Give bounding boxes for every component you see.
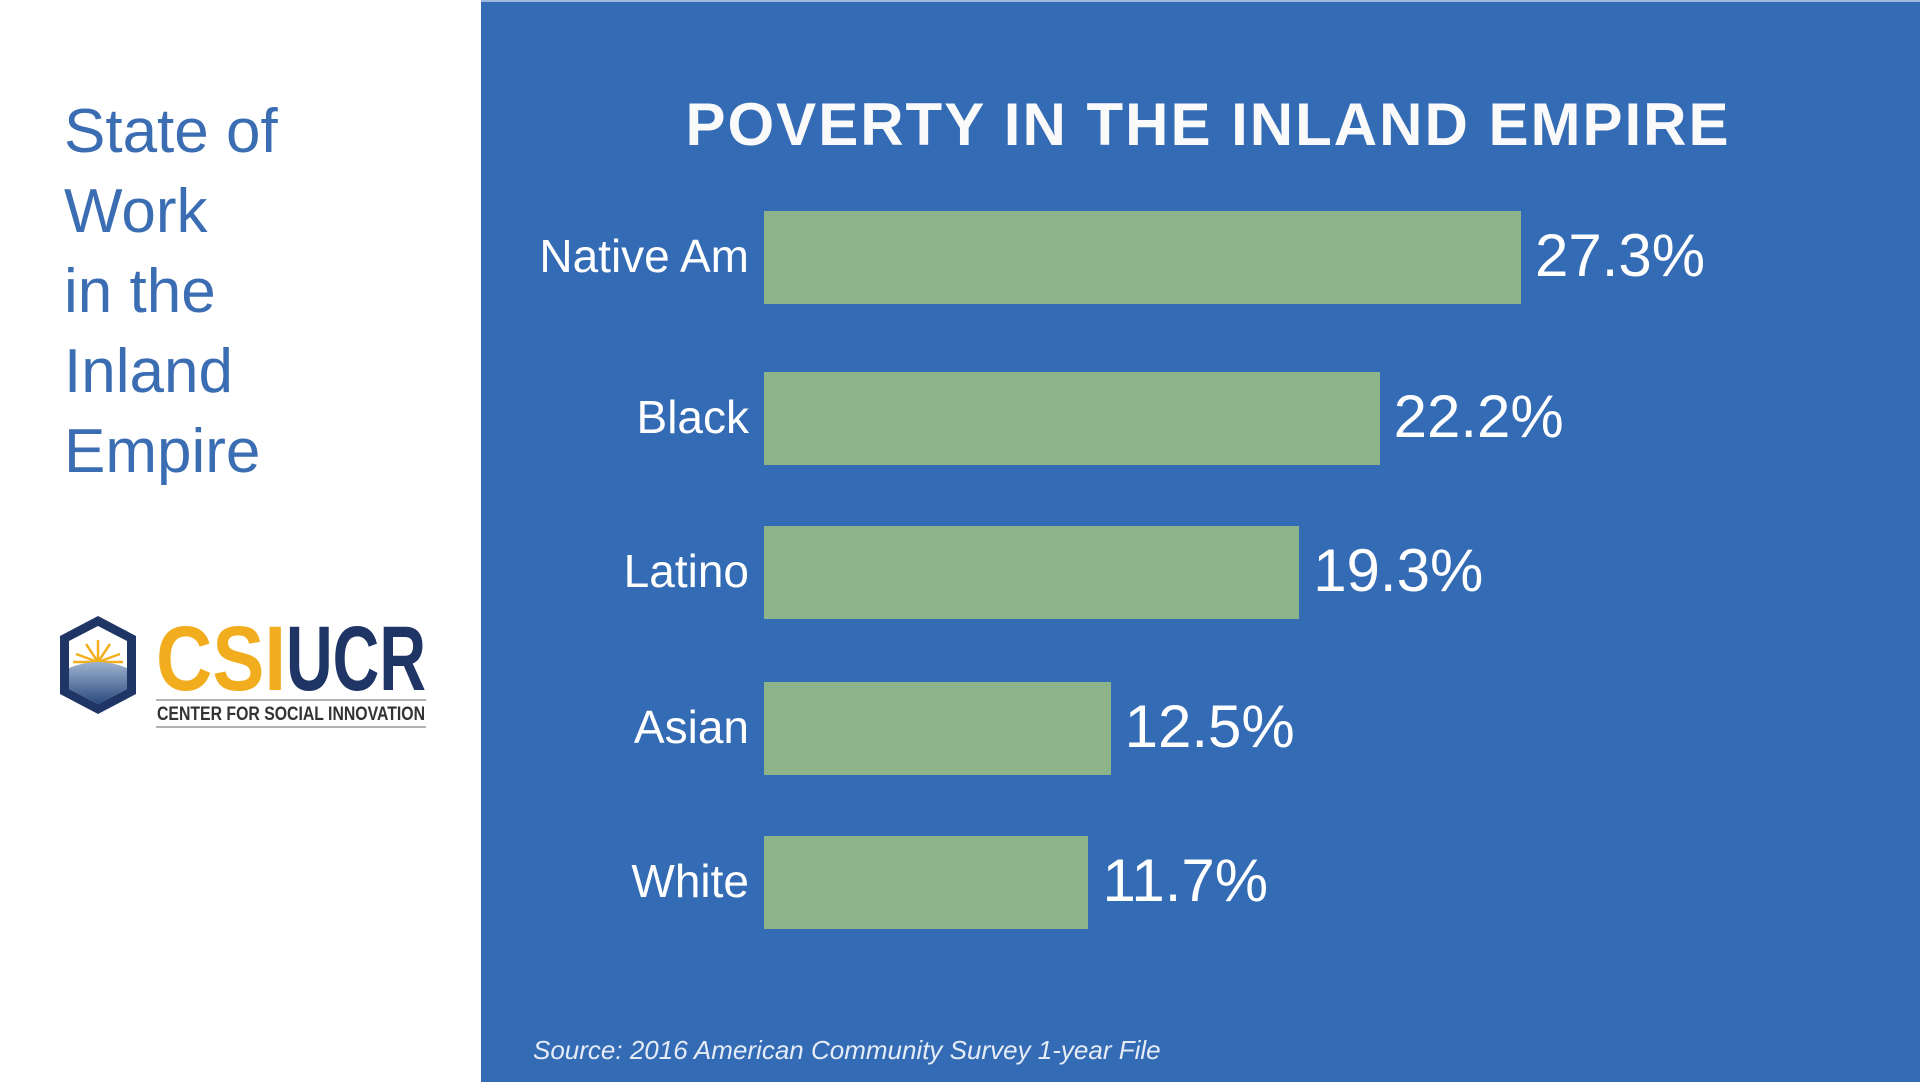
bar — [764, 836, 1089, 929]
title-line: Inland — [64, 337, 233, 406]
logo-csi: CSI — [156, 612, 286, 710]
value-label: 19.3% — [1313, 537, 1484, 604]
value-label: 27.3% — [1535, 222, 1706, 289]
bar-chart: Native Am 27.3% Black 22.2% Latino 19.3% Asian… — [481, 2, 1920, 1082]
value-label: 12.5% — [1124, 693, 1295, 760]
value-label: 11.7% — [1102, 847, 1269, 914]
bar — [764, 682, 1111, 775]
category-label: White — [631, 855, 749, 907]
csiucr-logo: CSI UCR CENTER FOR SOCIAL INNOVATION — [60, 612, 426, 728]
chart-source: Source: 2016 American Community Survey 1… — [533, 1035, 1161, 1065]
bar — [764, 211, 1522, 304]
title-line: Work — [64, 177, 208, 246]
value-label: 22.2% — [1393, 383, 1564, 450]
title-line: Empire — [64, 417, 261, 486]
category-label: Asian — [633, 701, 749, 753]
title-line: State of — [64, 97, 278, 166]
category-label: Native Am — [539, 230, 749, 282]
logo-subtitle: CENTER FOR SOCIAL INNOVATION — [157, 704, 425, 725]
logo-ucr: UCR — [286, 612, 426, 710]
category-label: Latino — [623, 545, 749, 597]
bar — [764, 372, 1380, 465]
slide-title: State of Work in the Inland Empire — [64, 92, 278, 492]
bar — [764, 526, 1300, 619]
chart-title: POVERTY IN THE INLAND EMPIRE — [685, 91, 1731, 158]
chart-panel: POVERTY IN THE INLAND EMPIRE Native Am 27… — [481, 0, 1920, 1082]
title-line: in the — [64, 257, 216, 326]
category-label: Black — [636, 391, 749, 443]
